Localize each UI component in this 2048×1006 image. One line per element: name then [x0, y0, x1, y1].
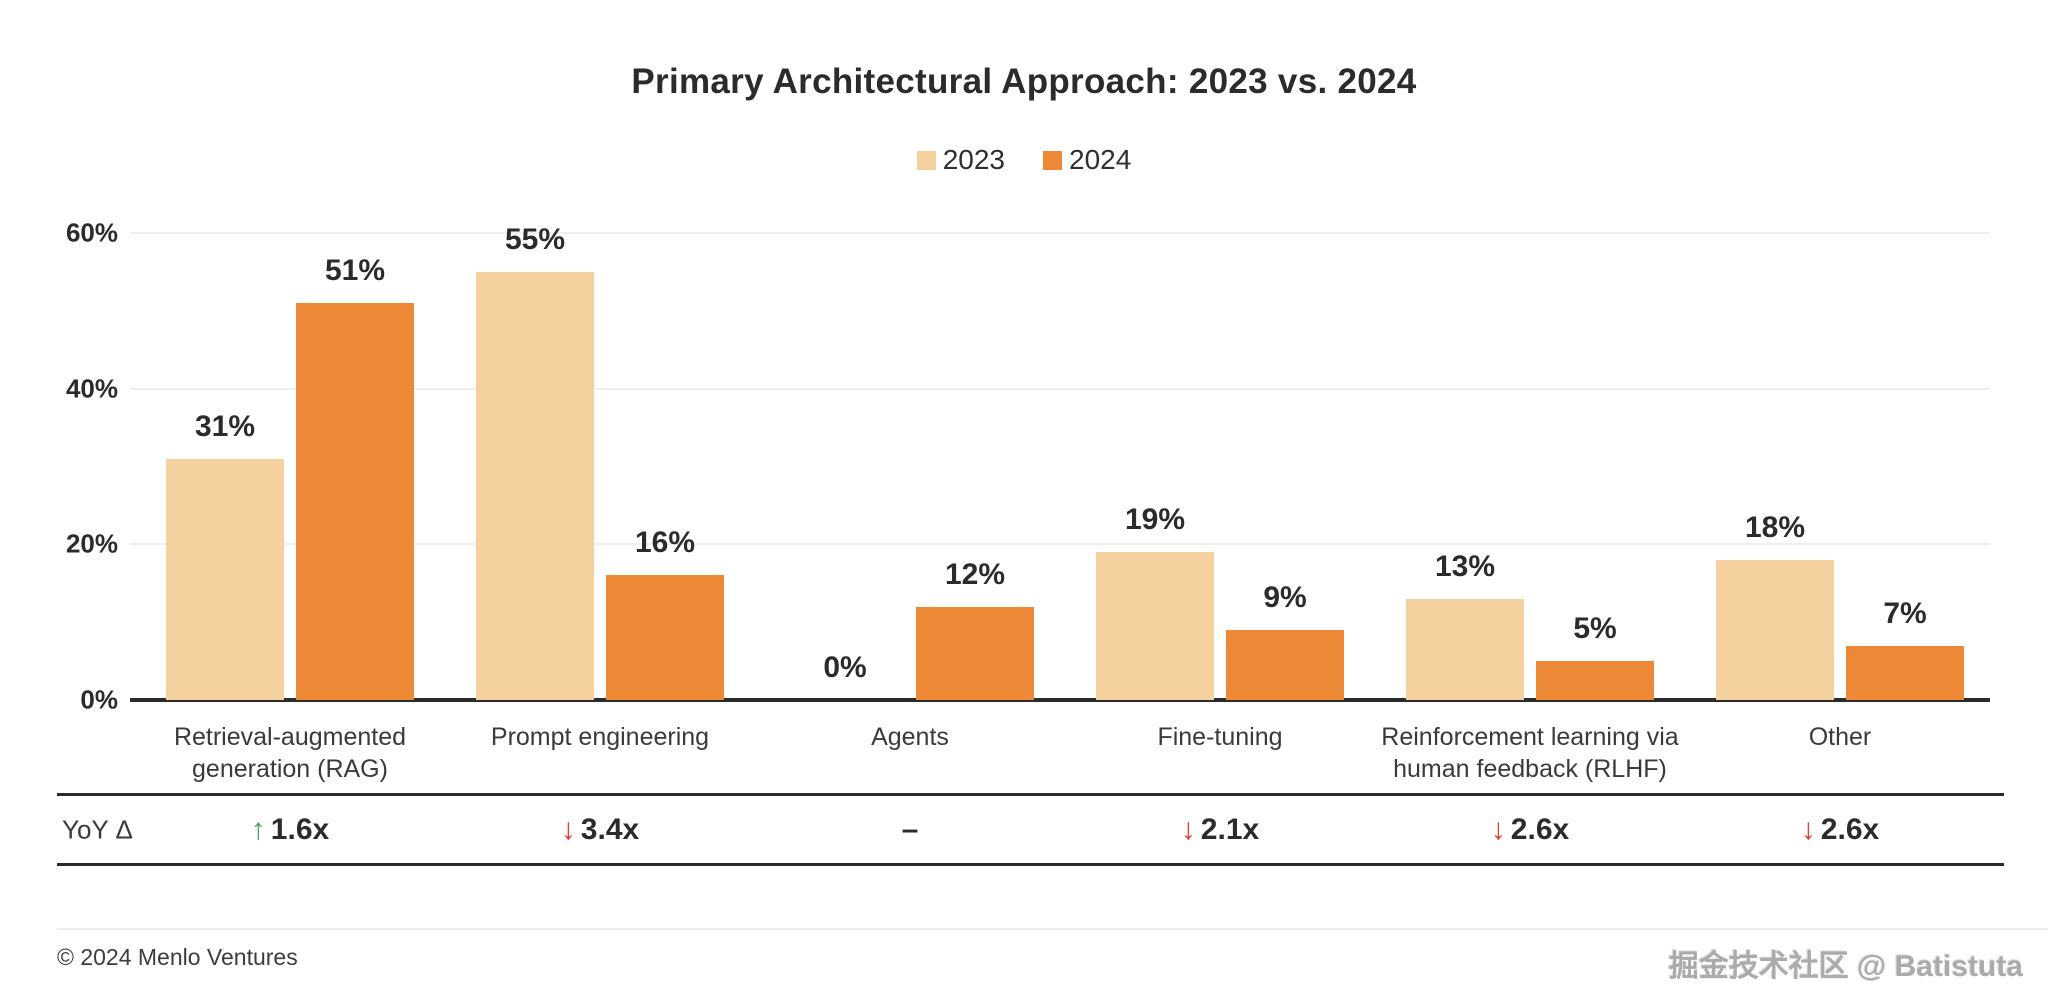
bar-2023 [476, 271, 594, 700]
yoy-value: 2.6x [1820, 812, 1880, 846]
arrow-up-icon: ↑ [250, 812, 266, 846]
bar-value-label: 55% [504, 222, 566, 256]
bar-2023 [1096, 552, 1214, 700]
bar-value-label: 12% [944, 557, 1006, 591]
yoy-value: 1.6x [270, 812, 330, 846]
bar-value-label: 13% [1434, 549, 1496, 583]
bar-slot-2023: 0% [786, 233, 904, 700]
y-axis-tick-60: 60% [65, 217, 118, 248]
bar-slot-2023: 55% [476, 223, 594, 700]
bar-2023 [1406, 598, 1524, 700]
x-label-cell-6: Other [1716, 722, 1964, 785]
bar-group-1: 31% 51% [166, 233, 414, 700]
bar-value-label: 51% [324, 254, 386, 288]
legend-swatch-2024 [1043, 150, 1062, 170]
bar-group-3: 0% 12% [786, 233, 1034, 700]
x-label-cell-4: Fine-tuning [1096, 722, 1344, 785]
bar-value-label: 16% [634, 526, 696, 560]
legend-item-2024: 2024 [1043, 144, 1131, 176]
bar-slot-2023: 18% [1716, 233, 1834, 700]
bar-slot-2024: 12% [916, 233, 1034, 700]
bar-value-label: 7% [1883, 596, 1927, 630]
yoy-cell-2: ↓ 3.4x [561, 813, 639, 847]
legend-item-2023: 2023 [916, 144, 1005, 176]
bar-group-5: 13% 5% [1406, 233, 1654, 700]
bar-2024 [1846, 645, 1964, 700]
plot-area: 31% 51% 55% 16% 0% 12% 19% 9% 13% 5% 18% 7% [130, 223, 1990, 702]
x-label-cell-2: Prompt engineering [476, 722, 724, 785]
y-axis-tick-20: 20% [65, 528, 118, 559]
bar-slot-2024: 7% [1846, 233, 1964, 700]
bar-groups: 31% 51% 55% 16% 0% 12% 19% 9% 13% 5% 18% 7% [166, 223, 1964, 700]
gridline-20 [130, 543, 1990, 546]
yoy-cell-4: ↓ 2.1x [1181, 813, 1259, 847]
footer-divider [57, 928, 2048, 930]
legend-swatch-2023 [916, 150, 936, 170]
bar-slot-2023: 13% [1406, 233, 1524, 700]
bar-2024 [1536, 661, 1654, 700]
bar-slot-2023: 19% [1096, 233, 1214, 700]
yoy-delta-row: YoY Δ ↑ 1.6x ↓ 3.4x – ↓ 2.1x ↓ 2.6x ↓ 2.6x [57, 793, 2004, 866]
x-axis-label: Reinforcement learning via human feedback… [1381, 723, 1679, 783]
x-label-cell-1: Retrieval-augmented generation (RAG) [166, 722, 414, 785]
arrow-down-icon: ↓ [1180, 812, 1196, 846]
arrow-down-icon: ↓ [560, 812, 576, 846]
x-axis-labels: Retrieval-augmented generation (RAG) Promp… [166, 722, 1964, 785]
yoy-row-label: YoY Δ [62, 814, 133, 844]
watermark-text: 掘金技术社区 @ Batistuta [1668, 950, 2023, 983]
bar-2023 [166, 458, 284, 700]
bar-group-4: 19% 9% [1096, 233, 1344, 700]
x-label-cell-5: Reinforcement learning via human feedback… [1381, 722, 1678, 785]
y-axis-tick-40: 40% [65, 373, 118, 404]
y-axis-tick-0: 0% [80, 684, 118, 715]
yoy-value: 2.6x [1510, 812, 1570, 846]
yoy-value: 3.4x [580, 812, 640, 846]
bar-group-2: 55% 16% [476, 223, 724, 700]
x-axis-label: Other [1808, 723, 1872, 751]
bar-group-6: 18% 7% [1716, 233, 1964, 700]
bar-slot-2024: 9% [1226, 233, 1344, 700]
bar-value-label: 5% [1573, 612, 1617, 646]
bar-value-label: 0% [823, 651, 867, 684]
gridline-60 [130, 232, 1990, 234]
legend-label-2023: 2023 [942, 144, 1005, 175]
bar-slot-2024: 16% [606, 233, 724, 700]
copyright-text: © 2024 Menlo Ventures [57, 944, 298, 970]
x-label-cell-3: Agents [786, 722, 1034, 785]
legend-label-2024: 2024 [1069, 144, 1132, 175]
yoy-value: – [901, 812, 919, 846]
x-axis-label: Fine-tuning [1157, 723, 1283, 751]
bar-2023 [1716, 559, 1834, 700]
yoy-cell-5: ↓ 2.6x [1491, 813, 1569, 847]
yoy-cell-1: ↑ 1.6x [251, 813, 329, 847]
arrow-down-icon: ↓ [1800, 812, 1816, 846]
bar-value-label: 31% [194, 409, 256, 443]
yoy-cell-3: – [902, 813, 919, 847]
bar-value-label: 18% [1744, 510, 1806, 544]
x-axis-label: Prompt engineering [490, 723, 710, 751]
chart-title: Primary Architectural Approach: 2023 vs.… [631, 62, 1417, 101]
bar-2024 [296, 303, 414, 700]
yoy-value: 2.1x [1200, 812, 1260, 846]
gridline-40 [130, 387, 1990, 390]
yoy-cell-6: ↓ 2.6x [1801, 813, 1879, 847]
bar-slot-2024: 5% [1536, 233, 1654, 700]
bar-value-label: 19% [1124, 503, 1186, 537]
bar-value-label: 9% [1263, 580, 1307, 614]
x-axis-label: Retrieval-augmented generation (RAG) [173, 723, 407, 783]
bar-2024 [606, 575, 724, 700]
arrow-down-icon: ↓ [1490, 812, 1506, 846]
x-axis-line [130, 698, 1990, 702]
x-axis-label: Agents [871, 723, 949, 751]
bar-2024 [1226, 629, 1344, 700]
bar-slot-2023: 31% [166, 233, 284, 700]
bar-slot-2024: 51% [296, 233, 414, 700]
bar-2024 [916, 606, 1034, 700]
legend: 2023 2024 [0, 144, 2048, 176]
